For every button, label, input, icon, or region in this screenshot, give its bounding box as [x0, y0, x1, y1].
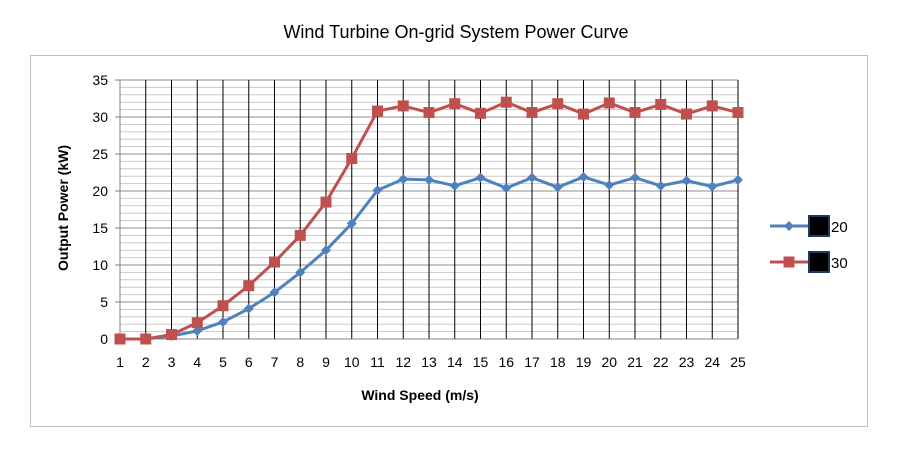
x-tick-label: 24 [704, 354, 720, 370]
data-point [655, 180, 666, 191]
data-point [526, 107, 538, 119]
x-tick-label: 14 [447, 354, 463, 370]
x-tick-label: 2 [142, 354, 150, 370]
legend-swatch-marker [784, 221, 794, 231]
data-point [243, 280, 255, 292]
y-tick-label: 30 [92, 109, 108, 125]
data-point [346, 218, 357, 229]
y-tick-label: 35 [92, 72, 108, 88]
x-tick-label: 3 [168, 354, 176, 370]
data-point [501, 183, 512, 194]
x-tick-label: 15 [473, 354, 489, 370]
data-point [191, 317, 203, 329]
data-point [269, 256, 280, 268]
data-point [578, 108, 589, 120]
data-point [295, 267, 306, 278]
legend-redaction-box [808, 215, 830, 237]
data-point [527, 172, 537, 183]
x-tick-label: 10 [344, 354, 360, 370]
data-point [166, 329, 177, 341]
x-tick-label: 5 [219, 354, 227, 370]
x-tick-label: 18 [550, 354, 566, 370]
y-tick-label: 20 [92, 183, 108, 199]
data-point [397, 100, 409, 112]
x-tick-label: 9 [322, 354, 330, 370]
x-tick-label: 6 [245, 354, 253, 370]
data-point [269, 287, 280, 298]
data-point [346, 152, 358, 164]
series-30 [114, 96, 744, 345]
x-tick-label: 25 [730, 354, 746, 370]
data-point [423, 107, 435, 119]
x-tick-label: 8 [296, 354, 304, 370]
data-point [681, 175, 692, 186]
legend-entry-30: 30 [770, 251, 848, 273]
data-point [552, 182, 563, 193]
data-point [372, 185, 383, 196]
x-tick-label: 11 [370, 354, 385, 370]
y-tick-label: 25 [92, 146, 108, 162]
data-point [218, 316, 228, 327]
x-tick-label: 17 [524, 354, 540, 370]
data-point [424, 174, 434, 185]
x-tick-label: 22 [653, 354, 669, 370]
data-point [630, 172, 640, 183]
x-tick-label: 4 [193, 354, 201, 370]
data-point [372, 105, 383, 117]
legend-entry-20: 20 [770, 215, 848, 237]
data-point [603, 97, 615, 109]
data-point [604, 180, 615, 191]
data-point [475, 172, 486, 183]
legend-swatch-marker [783, 256, 795, 268]
x-tick-label: 13 [421, 354, 437, 370]
legend-label: 20 [831, 219, 848, 236]
y-tick-label: 5 [100, 294, 108, 310]
data-point [449, 180, 460, 191]
data-point [578, 171, 589, 182]
series-group [114, 96, 744, 345]
x-axis-title: Wind Speed (m/s) [361, 387, 478, 403]
axes [115, 79, 738, 340]
data-point [552, 98, 564, 110]
x-tick-label: 23 [679, 354, 695, 370]
data-point [629, 107, 641, 119]
chart-title: Wind Turbine On-grid System Power Curve [283, 22, 629, 42]
x-tick-label: 1 [116, 354, 124, 370]
y-tick-label: 0 [100, 331, 108, 347]
x-tick-label: 21 [627, 354, 643, 370]
data-point [398, 174, 409, 185]
x-tick-label: 7 [271, 354, 279, 370]
data-point [707, 181, 718, 192]
x-tick-label: 16 [498, 354, 514, 370]
legend-redaction-box [808, 251, 830, 273]
data-point [681, 108, 692, 120]
x-tick-label: 12 [395, 354, 411, 370]
legend-label: 30 [831, 255, 848, 272]
y-tick-label: 10 [92, 257, 108, 273]
x-tick-label: 20 [601, 354, 617, 370]
data-point [500, 96, 512, 108]
x-tick-label: 19 [576, 354, 592, 370]
data-point [321, 245, 331, 256]
data-point [243, 303, 254, 314]
data-point [733, 174, 743, 185]
y-tick-label: 15 [92, 220, 108, 236]
data-point [475, 107, 486, 119]
data-point [732, 107, 744, 119]
data-point [320, 196, 332, 208]
data-point [655, 98, 667, 110]
data-point [449, 98, 461, 110]
data-point [192, 325, 203, 336]
data-point [294, 229, 306, 241]
data-point [114, 333, 126, 345]
y-axis-title: Output Power (kW) [55, 145, 71, 271]
data-point [706, 100, 718, 112]
data-point [140, 333, 152, 345]
data-point [217, 300, 229, 312]
